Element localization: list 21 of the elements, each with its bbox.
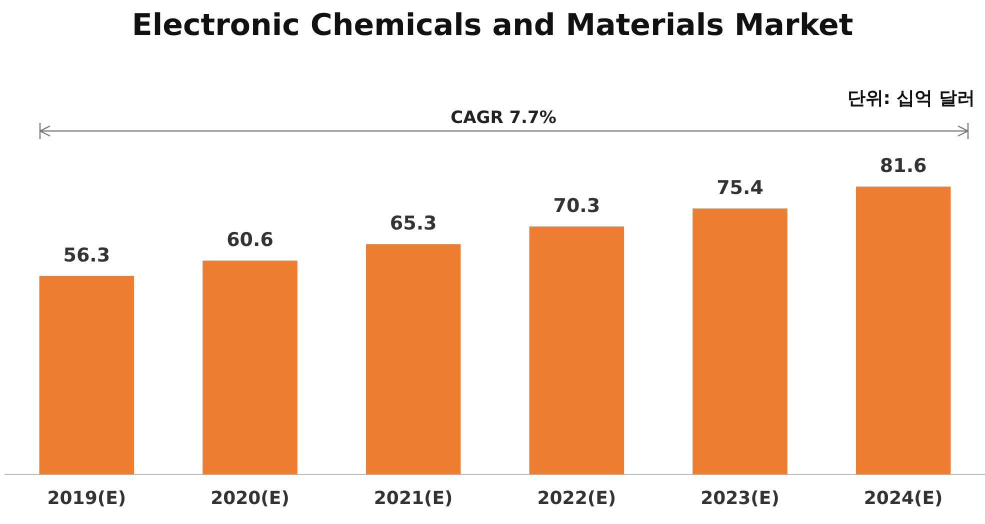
x-tick-label: 2019(E): [47, 488, 126, 509]
x-tick-label: 2021(E): [374, 488, 453, 509]
x-tick-label: 2023(E): [700, 488, 780, 509]
x-tick-label: 2020(E): [210, 488, 290, 509]
x-tick-label: 2022(E): [537, 488, 616, 509]
data-label: 75.4: [716, 176, 764, 199]
data-label: 56.3: [63, 244, 110, 266]
text: 단위: 십억 달러: [847, 87, 975, 110]
bar: [529, 226, 624, 474]
x-tick-label: 2024(E): [864, 488, 943, 509]
bar: [856, 186, 951, 474]
data-label: 65.3: [390, 212, 437, 235]
bar: [366, 244, 461, 474]
bar: [39, 276, 134, 474]
bar: [202, 260, 298, 474]
data-label: 81.6: [880, 155, 927, 178]
text: CAGR 7.7%: [450, 108, 558, 128]
data-label: 70.3: [553, 194, 600, 217]
bar: [692, 208, 788, 474]
data-label: 60.6: [226, 229, 274, 252]
chart-title: Electronic Chemicals and Materials Market: [130, 8, 854, 43]
